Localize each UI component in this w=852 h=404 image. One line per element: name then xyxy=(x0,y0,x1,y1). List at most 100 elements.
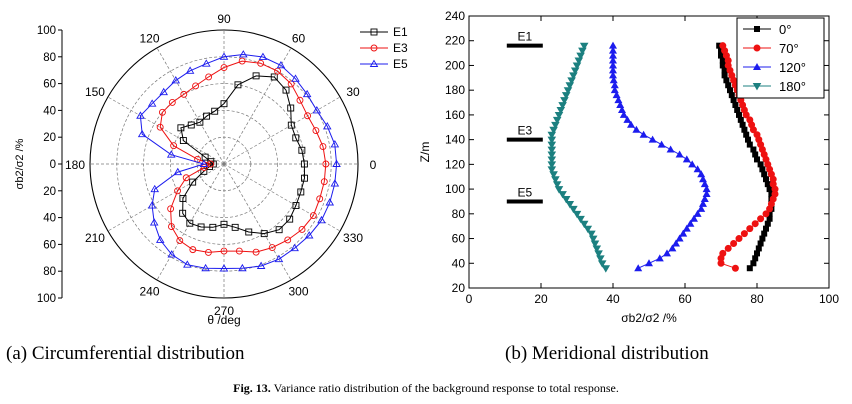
series-point xyxy=(655,254,664,262)
y-tick-label: 140 xyxy=(445,133,465,147)
series-point xyxy=(609,46,617,54)
series-point xyxy=(682,224,691,232)
series-point xyxy=(769,180,777,188)
series-point xyxy=(757,161,764,168)
series-point xyxy=(697,170,706,178)
series-point xyxy=(601,265,611,273)
series-point xyxy=(719,42,727,50)
series-point xyxy=(746,265,753,272)
series-point-e5 xyxy=(137,129,147,138)
series-point xyxy=(735,235,743,243)
x-tick-label: 40 xyxy=(606,292,620,306)
series-point xyxy=(725,82,732,89)
y-tick-label: 100 xyxy=(445,182,465,196)
series-point xyxy=(741,126,748,133)
radial-tick-label: 20 xyxy=(43,132,56,144)
y-tick-label: 240 xyxy=(445,9,465,23)
series-point-e5 xyxy=(312,106,322,114)
series-point xyxy=(754,156,760,163)
series-point xyxy=(561,196,571,204)
series-point xyxy=(614,96,623,104)
series-point xyxy=(612,91,621,99)
series-point xyxy=(737,116,744,123)
series-point-e5 xyxy=(322,122,332,130)
series-point-e5 xyxy=(258,52,268,60)
series-point xyxy=(763,225,769,232)
polar-ring xyxy=(89,29,359,299)
y-tick-label: 40 xyxy=(452,256,466,270)
series-point xyxy=(610,86,619,94)
series-point xyxy=(718,47,724,54)
angle-tick-label: 270 xyxy=(214,304,234,318)
series-point-e3 xyxy=(312,127,320,134)
angle-tick-label: 0 xyxy=(370,158,377,172)
series-point xyxy=(700,194,709,202)
series-point-e3 xyxy=(238,57,246,65)
right-subcaption: (b) Meridional distribution xyxy=(505,343,709,364)
series-point-e5 xyxy=(238,263,247,272)
series-point xyxy=(668,244,677,252)
series-point-e5 xyxy=(302,89,312,98)
radial-tick-label: 0 xyxy=(50,159,56,171)
y-tick-label: 200 xyxy=(445,58,465,72)
legend-marker xyxy=(753,44,761,52)
series-line-e5 xyxy=(139,53,338,270)
series-point-e5 xyxy=(136,111,145,119)
series-point-e1 xyxy=(270,73,278,81)
left-subcaption: (a) Circumferential distribution xyxy=(6,343,245,364)
series-line-e3 xyxy=(159,60,327,253)
series-point xyxy=(699,199,707,207)
series-point-e1 xyxy=(196,118,204,126)
polar-spoke xyxy=(223,163,292,281)
series-point xyxy=(721,72,728,79)
legend-marker xyxy=(754,26,760,32)
angle-tick-label: 30 xyxy=(346,85,360,99)
series-point xyxy=(762,210,770,218)
series-point-e1 xyxy=(179,137,187,145)
series-point-e5 xyxy=(166,150,176,158)
series-point xyxy=(724,244,732,252)
series-point-e1 xyxy=(179,195,187,202)
series-point-e5 xyxy=(276,60,286,69)
series-point xyxy=(751,220,759,228)
series-point-e5 xyxy=(317,215,326,224)
series-point-e1 xyxy=(292,134,300,142)
series-point xyxy=(768,191,775,198)
series-point-e3 xyxy=(257,59,265,67)
angle-tick-label: 180 xyxy=(65,158,85,172)
series-point xyxy=(645,259,653,267)
series-point xyxy=(764,181,771,188)
series-point xyxy=(648,135,657,143)
polar-spoke xyxy=(156,47,225,165)
radial-tick-label: 60 xyxy=(43,239,56,251)
y-axis-title: Z/m xyxy=(418,142,432,163)
series-point-e3 xyxy=(235,247,243,255)
angle-tick-label: 330 xyxy=(343,231,363,245)
polar-spoke xyxy=(223,47,292,165)
radial-axis-title: σb2/σ2 /% xyxy=(14,138,26,189)
angle-tick-label: 300 xyxy=(288,284,308,298)
series-point-e5 xyxy=(330,140,340,148)
series-point-e5 xyxy=(332,159,341,167)
series-point xyxy=(730,239,738,247)
series-point-e1 xyxy=(231,223,239,231)
x-tick-label: 60 xyxy=(678,292,692,306)
series-point-e1 xyxy=(275,226,283,234)
legend-marker xyxy=(370,44,378,52)
legend-label: E5 xyxy=(393,57,408,71)
series-point-e3 xyxy=(167,205,175,213)
series-point xyxy=(616,101,625,109)
series-point-e1 xyxy=(186,219,194,227)
series-point-e1 xyxy=(177,124,185,132)
series-point xyxy=(682,155,691,163)
series-point xyxy=(728,92,735,99)
x-tick-label: 80 xyxy=(750,292,764,306)
radial-tick-label: 40 xyxy=(43,213,56,225)
series-point-e3 xyxy=(284,236,292,244)
y-tick-label: 220 xyxy=(445,34,465,48)
series-point xyxy=(723,77,730,84)
series-point xyxy=(759,166,766,173)
series-point-e5 xyxy=(239,50,248,58)
series-point-e1 xyxy=(220,100,228,108)
series-point-e5 xyxy=(201,263,210,272)
